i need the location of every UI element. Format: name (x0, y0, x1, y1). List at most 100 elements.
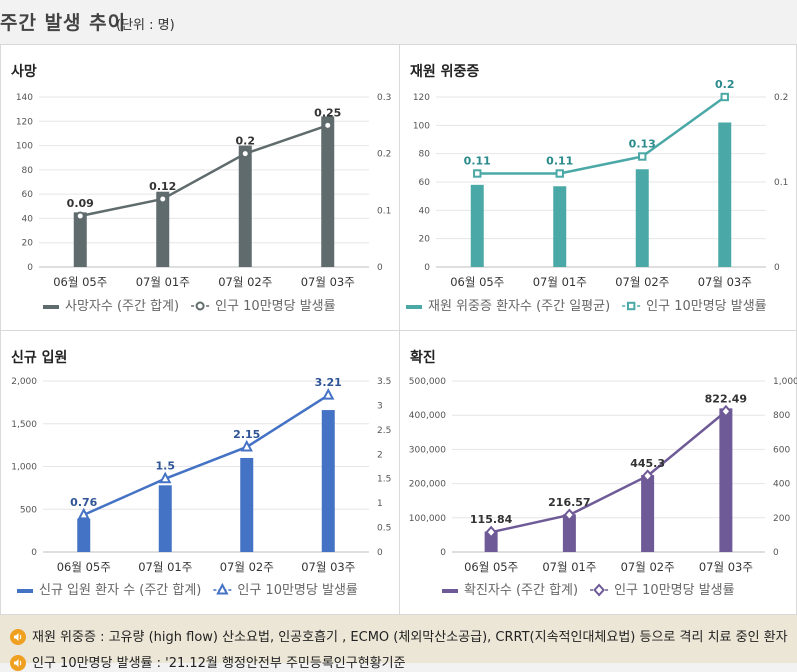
legend-bar-swatch (17, 589, 33, 593)
x-tick-label: 07월 01주 (533, 275, 587, 289)
y-right-tick-label: 400 (773, 480, 790, 490)
y-right-tick-label: 600 (773, 445, 790, 455)
x-tick-label: 07월 02주 (621, 560, 675, 574)
data-label: 0.09 (67, 197, 94, 210)
legend-bar-label: 확진자수 (주간 합계) (464, 583, 578, 598)
legend-bar-swatch (406, 305, 422, 309)
rate-marker (720, 92, 729, 102)
y-right-tick-label: 0.3 (377, 93, 391, 103)
y-right-tick-label: 0.2 (774, 93, 788, 103)
y-left-tick-label: 0 (27, 263, 33, 273)
x-tick-label: 06월 05주 (450, 275, 504, 289)
y-left-tick-label: 1,000 (11, 463, 37, 473)
y-right-tick-label: 0 (774, 263, 780, 273)
y-left-tick-label: 60 (22, 190, 34, 200)
y-right-tick-label: 800 (773, 411, 790, 421)
legend-bar-label: 사망자수 (주간 합계) (65, 299, 179, 314)
y-right-tick-label: 0.2 (377, 150, 391, 160)
bar (321, 410, 335, 552)
bar (77, 518, 91, 552)
y-right-tick-label: 0.1 (377, 206, 391, 216)
rate-marker (485, 525, 497, 539)
bar (156, 191, 170, 267)
bar (718, 122, 732, 267)
data-label: 0.2 (236, 135, 256, 148)
rate-marker (158, 194, 168, 204)
y-left-tick-label: 80 (22, 166, 34, 176)
x-tick-label: 06월 05주 (464, 560, 518, 574)
bar (553, 186, 567, 267)
y-left-tick-label: 1,500 (11, 420, 37, 430)
bar (719, 408, 733, 552)
bar (635, 169, 649, 267)
chart-panel-death: 사망 0 20 40 60 80 100 120 140 0 0.1 0.2 0.3 06월 05주 07… (0, 44, 400, 331)
legend-marker-icon (626, 301, 636, 311)
data-label: 1.5 (156, 460, 176, 473)
rate-marker (77, 507, 90, 520)
chart-canvas: 0 20 40 60 80 100 120 0 0.1 0.2 06월 05주 07월 01주 07월 … (406, 78, 788, 314)
y-left-tick-label: 300,000 (409, 445, 446, 455)
data-label: 0.2 (715, 78, 735, 91)
footnote-critical: 재원 위중증 : 고유량 (high flow) 산소요법, 인공호흡기 , E… (10, 626, 788, 646)
y-right-tick-label: 2 (377, 450, 383, 460)
x-tick-label: 07월 01주 (542, 560, 596, 574)
y-left-tick-label: 0 (424, 263, 430, 273)
x-tick-label: 07월 02주 (615, 275, 669, 289)
data-label: 0.13 (629, 138, 656, 151)
speaker-icon (10, 628, 26, 645)
bar (470, 184, 484, 267)
y-left-tick-label: 0 (31, 548, 37, 558)
y-left-tick-label: 140 (16, 93, 33, 103)
rate-marker (159, 471, 172, 484)
y-left-tick-label: 0 (440, 548, 446, 558)
y-right-tick-label: 2.5 (377, 426, 391, 436)
y-right-tick-label: 1 (377, 499, 383, 509)
y-left-tick-label: 80 (419, 150, 431, 160)
chart-panel-hospitalization: 신규 입원 0 500 1,000 1,500 2,000 0 0.5 1 1.5 2 2.5 3 3.… (0, 330, 400, 615)
x-tick-label: 07월 03주 (301, 560, 355, 574)
legend: 확진자수 (주간 합계) 인구 10만명당 발생률 (442, 583, 735, 598)
data-label: 0.25 (314, 106, 341, 119)
footnote-text: 재원 위중증 : 고유량 (high flow) 산소요법, 인공호흡기 , E… (32, 630, 788, 645)
x-tick-label: 07월 01주 (138, 560, 192, 574)
chart-title: 사망 (11, 64, 37, 80)
chart-title: 재원 위중증 (410, 64, 480, 80)
legend-bar-swatch (442, 589, 458, 593)
y-left-tick-label: 20 (419, 235, 431, 245)
y-left-tick-label: 500 (20, 505, 37, 515)
legend-line-label: 인구 10만명당 발생률 (614, 583, 735, 598)
legend: 재원 위중증 환자수 (주간 일평균) 인구 10만명당 발생률 (406, 299, 767, 314)
y-left-tick-label: 40 (419, 206, 431, 216)
x-tick-label: 07월 02주 (220, 560, 274, 574)
data-label: 2.15 (233, 428, 260, 441)
bar (240, 457, 254, 552)
y-left-tick-label: 100 (16, 142, 33, 152)
bar (238, 145, 252, 267)
legend-bar-swatch (43, 305, 59, 309)
rate-line (490, 410, 727, 534)
bar (321, 116, 335, 267)
data-label: 3.21 (315, 376, 342, 389)
rate-marker (240, 439, 253, 452)
x-tick-label: 07월 03주 (698, 275, 752, 289)
x-tick-label: 07월 01주 (136, 275, 190, 289)
chart-canvas: 0 500 1,000 1,500 2,000 0 0.5 1 1.5 2 2.5 3 3.5 06월 0… (11, 376, 391, 598)
bar (73, 212, 87, 267)
y-right-tick-label: 0.5 (377, 524, 391, 534)
chart-panel-critical: 재원 위중증 0 20 40 60 80 100 120 0 0.1 0.2 06월 05주 07월 … (399, 44, 797, 331)
x-tick-label: 07월 03주 (301, 275, 355, 289)
legend-bar-label: 재원 위중증 환자수 (주간 일평균) (428, 299, 610, 314)
data-label: 0.12 (149, 180, 176, 193)
rate-marker (75, 211, 85, 221)
y-left-tick-label: 120 (16, 117, 33, 127)
chart-title: 신규 입원 (11, 350, 68, 366)
y-left-tick-label: 40 (22, 214, 34, 224)
rate-marker (720, 404, 732, 418)
legend-marker-icon (216, 582, 229, 595)
y-right-tick-label: 3.5 (377, 377, 391, 387)
data-label: 0.76 (70, 496, 97, 509)
data-label: 216.57 (548, 496, 590, 509)
x-tick-label: 07월 03주 (699, 560, 753, 574)
bar (484, 531, 498, 552)
footnote-population: 인구 10만명당 발생률 : '21.12월 행정안전부 주민등록인구현황기준 (10, 652, 406, 672)
